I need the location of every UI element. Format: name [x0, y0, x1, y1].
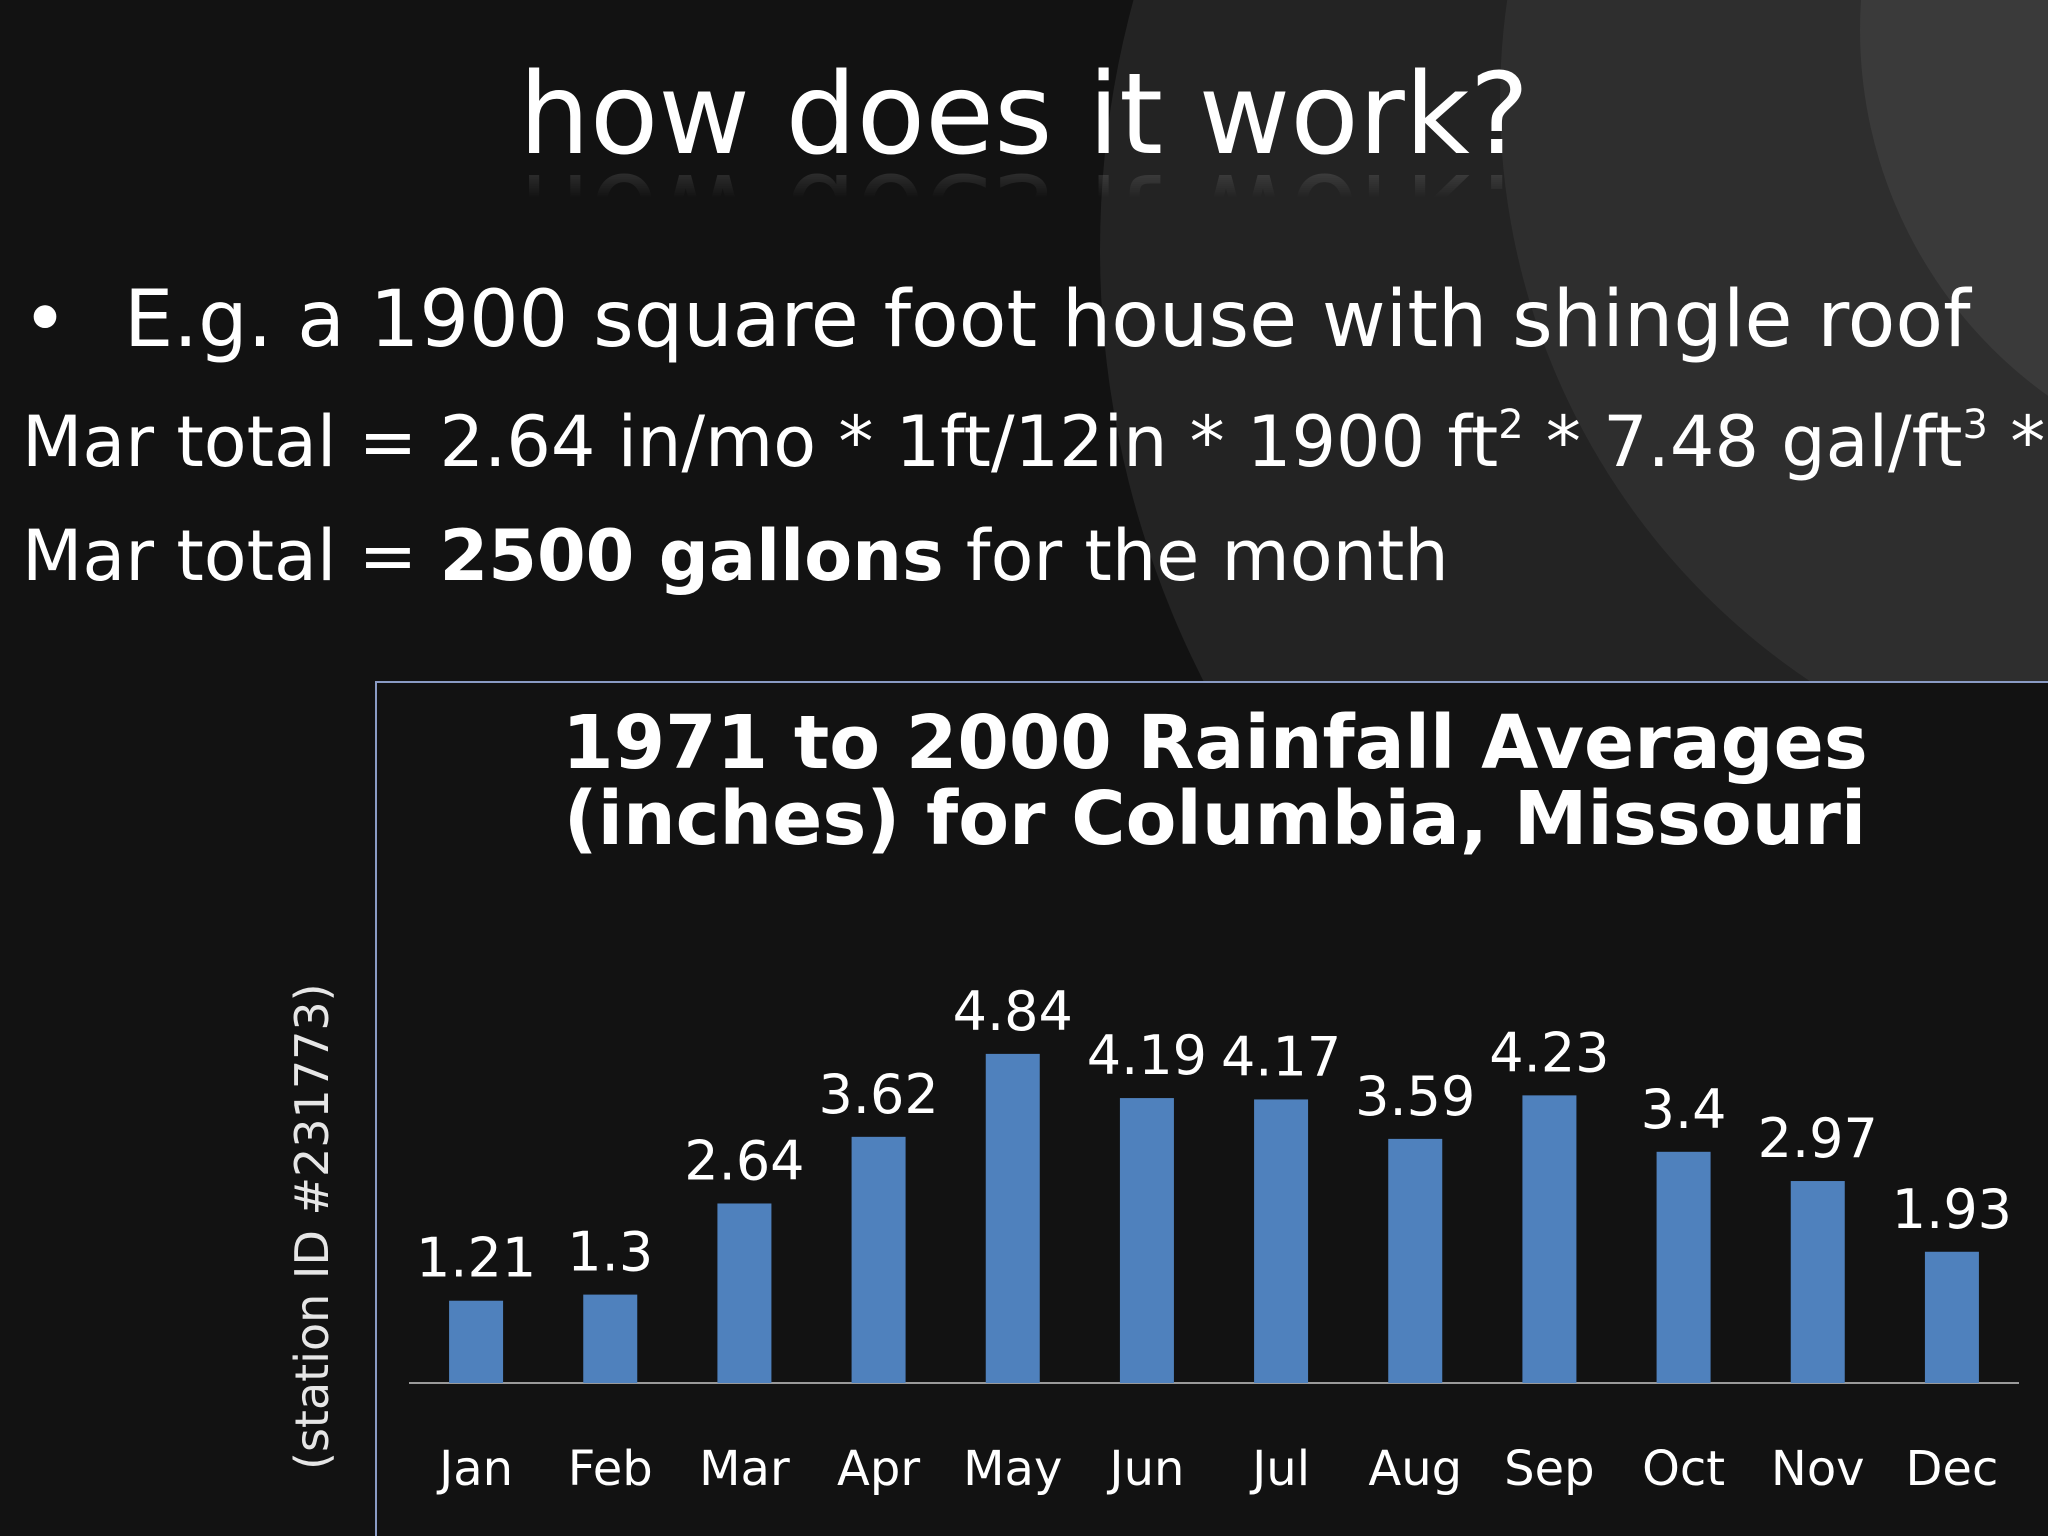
x-tick-label-oct: Oct [1642, 1441, 1725, 1497]
bar-apr [851, 1136, 906, 1383]
x-tick-label-jun: Jun [1106, 1441, 1184, 1497]
x-tick-label-feb: Feb [568, 1441, 653, 1497]
result-line: Mar total = 2500 gallons for the month [22, 506, 1449, 606]
data-label-jun: 4.19 [1087, 1024, 1207, 1087]
bar-mar [717, 1203, 772, 1383]
bar-sep [1522, 1095, 1577, 1383]
result-prefix: Mar total = [22, 515, 440, 597]
result-suffix: for the month [943, 515, 1449, 597]
result-bold-value: 2500 gallons [439, 515, 944, 597]
chart-title-line-1: 1971 to 2000 Rainfall Averages [562, 700, 1868, 786]
bar-chart: 1.21 Jan 1.3 Feb 2.64 Mar 3.62 Apr 4.84 May 4.19 Ju… [409, 980, 2019, 1497]
bullet-icon: • [22, 275, 69, 365]
data-label-jan: 1.21 [416, 1227, 536, 1290]
x-tick-label-jan: Jan [436, 1441, 513, 1497]
data-label-nov: 2.97 [1758, 1107, 1878, 1170]
bar-jun [1119, 1098, 1174, 1383]
data-label-dec: 1.93 [1892, 1178, 2012, 1241]
x-tick-label-dec: Dec [1905, 1441, 1998, 1497]
data-label-feb: 1.3 [567, 1221, 653, 1284]
slide-title: how does it work? [518, 50, 1530, 180]
formula-prefix: Mar total = 2.64 in/mo * 1ft/12in * 1900… [22, 401, 1499, 483]
data-label-jul: 4.17 [1221, 1025, 1341, 1088]
bar-may [985, 1053, 1040, 1383]
data-label-aug: 3.59 [1355, 1065, 1475, 1128]
x-tick-label-mar: Mar [699, 1441, 790, 1497]
data-label-oct: 3.4 [1641, 1078, 1727, 1141]
formula-exponent-3: 3 [1962, 402, 1988, 448]
formula-middle: * 7.48 gal/ft [1523, 401, 1963, 483]
bar-feb [583, 1294, 638, 1383]
data-label-apr: 3.62 [818, 1063, 938, 1126]
formula-exponent-2: 2 [1498, 402, 1524, 448]
bullet-point: • E.g. a 1900 square foot house with shin… [22, 270, 1971, 370]
bar-nov [1790, 1181, 1845, 1383]
x-tick-label-sep: Sep [1504, 1441, 1594, 1497]
station-id-label: (station ID #231773) [285, 983, 339, 1470]
bar-aug [1388, 1138, 1443, 1383]
bar-oct [1656, 1151, 1711, 1383]
x-tick-label-jul: Jul [1249, 1441, 1310, 1497]
x-tick-label-may: May [963, 1441, 1062, 1497]
chart-title: 1971 to 2000 Rainfall Averages (inches) … [377, 705, 2048, 857]
chart-container: 1971 to 2000 Rainfall Averages (inches) … [375, 681, 2048, 1536]
bar-jul [1254, 1099, 1309, 1383]
chart-title-line-2: (inches) for Columbia, Missouri [563, 776, 1867, 862]
bar-dec [1924, 1251, 1979, 1383]
slide-title-reflection: how does it work? [518, 148, 1530, 278]
formula-suffix: * .8 [2010, 401, 2048, 483]
data-label-mar: 2.64 [684, 1129, 804, 1192]
bullet-text: E.g. a 1900 square foot house with shing… [124, 275, 1971, 365]
formula-line: Mar total = 2.64 in/mo * 1ft/12in * 1900… [22, 392, 2048, 492]
data-label-may: 4.84 [953, 980, 1073, 1043]
data-label-sep: 4.23 [1489, 1021, 1609, 1084]
bar-jan [449, 1300, 504, 1383]
x-tick-label-apr: Apr [837, 1441, 920, 1497]
x-tick-label-aug: Aug [1368, 1441, 1462, 1497]
x-tick-label-nov: Nov [1771, 1441, 1865, 1497]
